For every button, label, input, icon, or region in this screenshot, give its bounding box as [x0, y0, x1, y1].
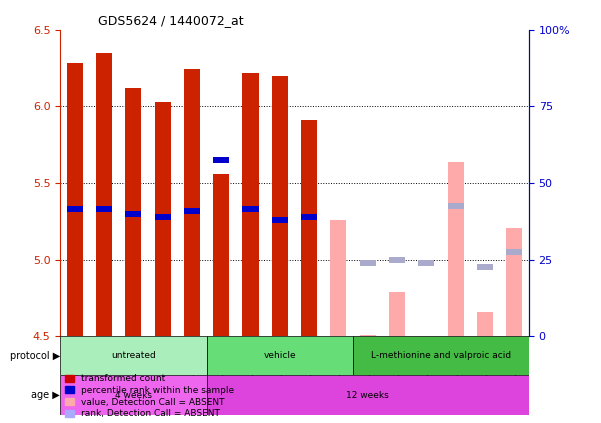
- Bar: [207, 336, 353, 376]
- Bar: [184, 69, 200, 336]
- Bar: [154, 102, 171, 336]
- Bar: [60, 336, 207, 376]
- Bar: [242, 73, 258, 336]
- Bar: [448, 162, 464, 336]
- Bar: [60, 376, 207, 415]
- Bar: [353, 336, 529, 376]
- Bar: [67, 63, 83, 336]
- Text: L-methionine and valproic acid: L-methionine and valproic acid: [371, 352, 511, 360]
- Legend: transformed count, percentile rank within the sample, value, Detection Call = AB: transformed count, percentile rank withi…: [65, 374, 234, 418]
- Text: protocol ▶: protocol ▶: [10, 351, 60, 361]
- Bar: [154, 214, 171, 220]
- Bar: [506, 249, 522, 255]
- Bar: [96, 52, 112, 336]
- Bar: [389, 257, 405, 263]
- Bar: [213, 174, 230, 336]
- Bar: [184, 208, 200, 214]
- Bar: [272, 76, 288, 336]
- Bar: [125, 211, 141, 217]
- Bar: [359, 335, 376, 336]
- Text: 4 weeks: 4 weeks: [115, 390, 152, 399]
- Text: GDS5624 / 1440072_at: GDS5624 / 1440072_at: [97, 14, 243, 27]
- Bar: [389, 292, 405, 336]
- Text: vehicle: vehicle: [263, 352, 296, 360]
- Bar: [207, 376, 529, 415]
- Bar: [506, 228, 522, 336]
- Bar: [67, 206, 83, 212]
- Text: 12 weeks: 12 weeks: [346, 390, 389, 399]
- Bar: [272, 217, 288, 223]
- Bar: [301, 214, 317, 220]
- Bar: [125, 88, 141, 336]
- Bar: [242, 206, 258, 212]
- Bar: [96, 206, 112, 212]
- Bar: [477, 312, 493, 336]
- Text: untreated: untreated: [111, 352, 156, 360]
- Bar: [213, 157, 230, 163]
- Bar: [331, 220, 347, 336]
- Bar: [477, 264, 493, 270]
- Bar: [418, 260, 435, 266]
- Bar: [359, 260, 376, 266]
- Bar: [448, 203, 464, 209]
- Text: age ▶: age ▶: [31, 390, 60, 400]
- Bar: [301, 120, 317, 336]
